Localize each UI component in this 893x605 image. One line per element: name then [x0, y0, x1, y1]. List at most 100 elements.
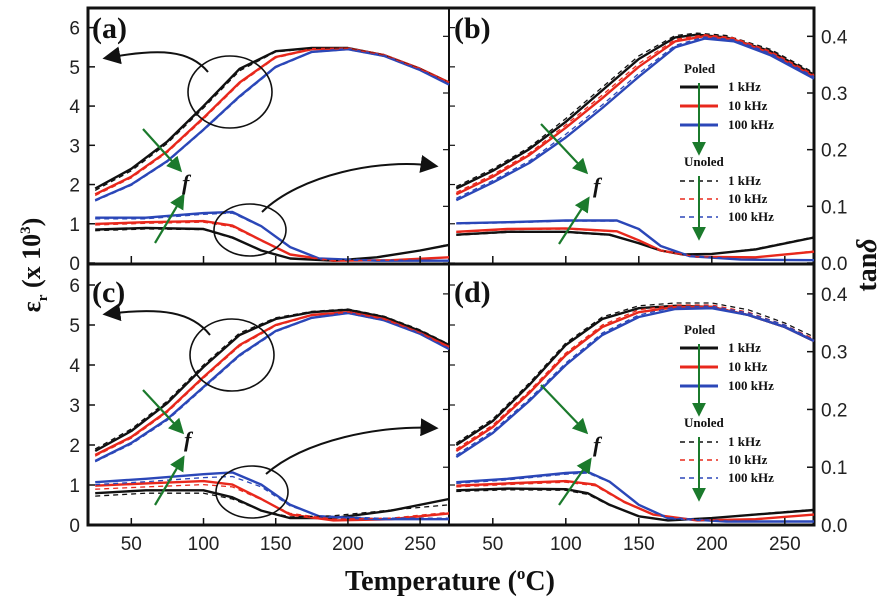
permittivity-curve-unpoled-10khz	[455, 304, 815, 450]
loss-curve-poled-100khz	[95, 471, 449, 521]
x-axis-label-main: Temperature (	[345, 566, 517, 597]
panel-d-curves	[455, 302, 815, 523]
loss-curve-unpoled-100khz	[95, 212, 449, 262]
frequency-arrow-loss-b	[558, 196, 590, 245]
left-tick-label: 1	[69, 215, 80, 236]
permittivity-curve-poled-100khz	[94, 48, 450, 202]
x-tick-label: 250	[769, 534, 801, 555]
legend-label-poled: 100 kHz	[728, 117, 774, 132]
permittivity-curve-unpoled-1khz	[94, 308, 450, 450]
loss-curve-unpoled-1khz	[95, 228, 450, 262]
legend-label-unpoled: 100 kHz	[728, 470, 774, 485]
permittivity-curve-poled-1khz	[94, 308, 450, 453]
frequency-arrow-permittivity-c	[142, 389, 185, 435]
circle-annotation-permittivity-c	[189, 318, 275, 392]
y-axis-label-right: tanδ	[852, 238, 883, 291]
legend-label-poled: 1 kHz	[728, 79, 761, 94]
frequency-labels: f f f f	[182, 170, 603, 457]
left-tick-label: 0	[69, 254, 80, 275]
panel-b-curves	[455, 32, 815, 262]
frequency-arrow-loss-a	[154, 193, 185, 244]
x-tick-label: 200	[332, 534, 364, 555]
y-axis-label-right-delta: δ	[852, 238, 883, 252]
legend-title-poled: Poled	[684, 61, 716, 76]
circle-annotation-permittivity-a	[187, 55, 273, 129]
x-axis-label-degree: o	[517, 564, 526, 583]
left-tick-label: 3	[69, 396, 80, 417]
x-tick-label: 250	[404, 534, 436, 555]
loss-curve-unpoled-100khz	[456, 220, 815, 261]
left-tick-label: 6	[69, 19, 80, 40]
right-tick-label: 0.4	[821, 27, 848, 48]
permittivity-curve-poled-100khz	[455, 307, 815, 459]
left-tick-label: 0	[69, 516, 80, 537]
x-tick-label: 100	[550, 534, 582, 555]
frequency-arrow-permittivity-b	[540, 123, 589, 175]
x-tick-label: 50	[121, 534, 142, 555]
y-axis-label-left-end: )	[17, 218, 46, 227]
left-tick-label: 2	[69, 176, 80, 197]
right-tick-label: 0.3	[821, 343, 847, 364]
right-tick-label: 0.0	[821, 516, 847, 537]
x-axis-label: Temperature (oC)	[345, 564, 555, 597]
loss-curve-unpoled-10khz	[95, 483, 450, 520]
left-tick-label: 1	[69, 476, 80, 497]
panel-label-b: (b)	[454, 12, 491, 45]
legend-label-poled: 1 kHz	[728, 340, 761, 355]
panel-c-curves	[94, 308, 450, 522]
permittivity-curve-poled-100khz	[94, 311, 450, 463]
right-tick-label: 0.2	[821, 141, 847, 162]
axis-ticks: 0 1 2 3 4 5 6 0.0 0.1 0.2 0.3 0.4 0 1 2 3 4 5 6 0.0 0.1 0.2 0.…	[69, 19, 847, 555]
x-tick-label: 200	[696, 534, 728, 555]
loss-curve-poled-1khz	[456, 230, 815, 256]
x-axis-label-unit: C)	[525, 566, 555, 597]
plot-curves	[94, 32, 815, 523]
legend-label-poled: 10 kHz	[728, 98, 768, 113]
arrow-to-left-axis-c	[102, 303, 211, 336]
right-tick-label: 0.1	[821, 458, 847, 479]
loss-curve-unpoled-100khz	[456, 472, 814, 523]
x-tick-label: 150	[623, 534, 655, 555]
panel-label-a: (a)	[92, 12, 127, 45]
y-axis-label-right-main: tan	[852, 252, 883, 291]
x-tick-label: 100	[188, 534, 220, 555]
y-axis-label-left-mid: (x 10	[17, 234, 46, 295]
legend-label-unpoled: 1 kHz	[728, 173, 761, 188]
loss-curve-unpoled-10khz	[456, 228, 815, 258]
loss-curve-poled-100khz	[456, 219, 815, 262]
permittivity-curve-unpoled-100khz	[94, 48, 450, 202]
frequency-label-a: f	[182, 170, 192, 195]
left-tick-label: 4	[69, 97, 80, 118]
right-tick-label: 0.3	[821, 84, 847, 105]
permittivity-curve-poled-1khz	[455, 304, 815, 447]
y-axis-label-left-symbol: ε	[17, 301, 46, 312]
left-tick-label: 3	[69, 136, 80, 157]
arrow-to-left-axis-a	[102, 46, 209, 73]
y-axis-label-left-sub: r	[35, 294, 51, 301]
frequency-arrow-permittivity-d	[540, 384, 589, 435]
frequency-arrow-loss-c	[154, 455, 185, 506]
legend-label-unpoled: 10 kHz	[728, 452, 768, 467]
loss-curve-unpoled-1khz	[95, 492, 450, 518]
legend-title-poled: Poled	[684, 322, 716, 337]
plot-annotations	[102, 46, 592, 519]
panel-a-curves	[94, 46, 450, 262]
y-axis-label-left-sup: 3	[18, 226, 34, 234]
x-tick-label: 50	[482, 534, 503, 555]
right-tick-label: 0.4	[821, 285, 848, 306]
right-tick-label: 0.2	[821, 400, 847, 421]
arrow-to-right-axis-a	[261, 155, 439, 213]
panel-label-d: (d)	[454, 276, 491, 309]
permittivity-curve-unpoled-100khz	[455, 305, 815, 456]
loss-curve-unpoled-1khz	[456, 489, 815, 522]
frequency-label-d: f	[593, 432, 603, 457]
loss-curve-unpoled-100khz	[95, 475, 449, 519]
frequency-label-b: f	[593, 173, 603, 198]
circle-annotation-loss-c	[215, 465, 289, 519]
arrow-to-right-axis-c	[265, 418, 439, 475]
left-tick-label: 5	[69, 58, 80, 79]
legend-label-poled: 10 kHz	[728, 359, 768, 374]
